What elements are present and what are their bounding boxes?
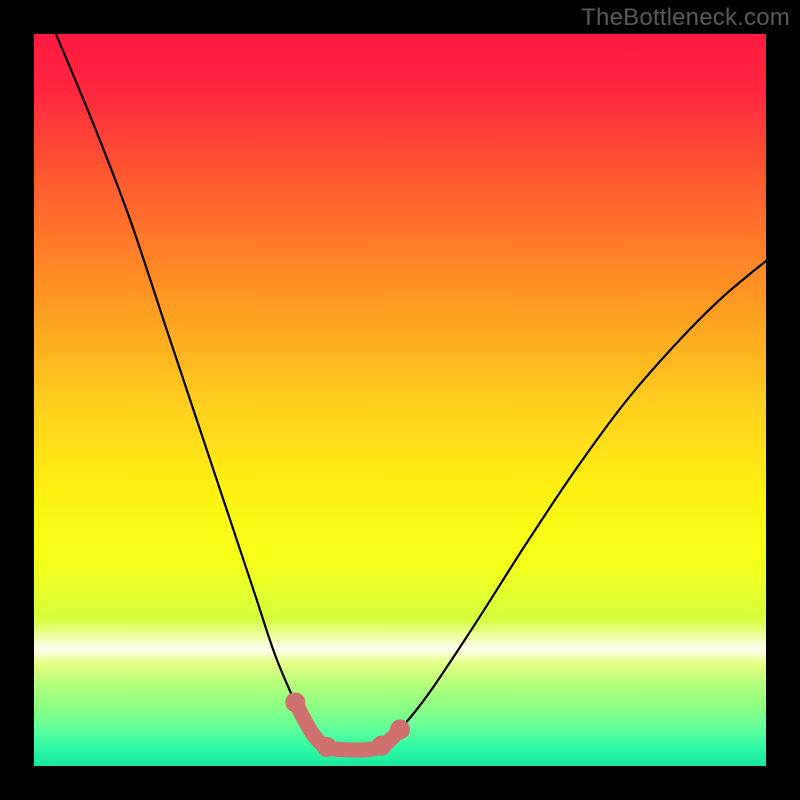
bottleneck-curve: [34, 34, 766, 766]
curve-right-branch: [382, 261, 766, 746]
chart-frame: TheBottleneck.com: [0, 0, 800, 800]
plot-area: [34, 34, 766, 766]
highlight-dot: [317, 737, 337, 757]
highlight-dot: [372, 736, 392, 756]
curve-left-branch: [56, 34, 323, 746]
watermark-text: TheBottleneck.com: [581, 4, 790, 32]
highlight-dot: [390, 719, 410, 739]
highlight-dot: [285, 692, 305, 712]
